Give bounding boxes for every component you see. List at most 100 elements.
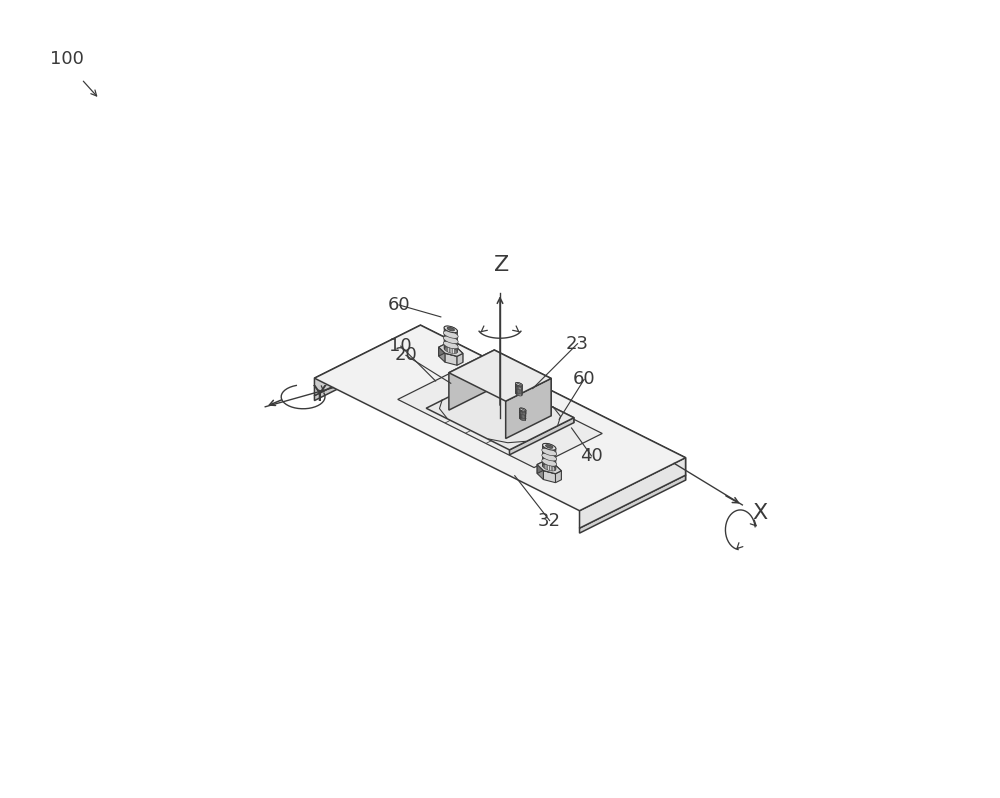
Polygon shape bbox=[523, 409, 524, 413]
Polygon shape bbox=[522, 408, 523, 412]
Polygon shape bbox=[444, 326, 457, 333]
Polygon shape bbox=[517, 387, 518, 393]
Polygon shape bbox=[451, 326, 452, 348]
Polygon shape bbox=[521, 383, 522, 388]
Polygon shape bbox=[516, 387, 522, 390]
Polygon shape bbox=[522, 411, 524, 415]
Text: 40: 40 bbox=[580, 447, 603, 465]
Polygon shape bbox=[522, 412, 523, 418]
Polygon shape bbox=[549, 449, 551, 471]
Polygon shape bbox=[548, 449, 549, 471]
Polygon shape bbox=[491, 376, 574, 423]
Polygon shape bbox=[518, 387, 519, 393]
Polygon shape bbox=[454, 333, 456, 354]
Polygon shape bbox=[523, 413, 524, 419]
Polygon shape bbox=[445, 354, 457, 365]
Polygon shape bbox=[537, 464, 543, 480]
Polygon shape bbox=[452, 327, 454, 349]
Polygon shape bbox=[521, 408, 522, 412]
Polygon shape bbox=[537, 461, 561, 474]
Polygon shape bbox=[520, 413, 526, 416]
Polygon shape bbox=[555, 471, 561, 483]
Polygon shape bbox=[546, 448, 548, 470]
Polygon shape bbox=[447, 326, 449, 347]
Polygon shape bbox=[445, 330, 446, 351]
Text: 32: 32 bbox=[538, 512, 561, 530]
Polygon shape bbox=[446, 330, 448, 352]
Polygon shape bbox=[516, 390, 522, 393]
Polygon shape bbox=[543, 461, 555, 474]
Polygon shape bbox=[443, 336, 458, 344]
Text: Y: Y bbox=[313, 385, 327, 405]
Polygon shape bbox=[449, 350, 551, 401]
Polygon shape bbox=[449, 326, 451, 347]
Polygon shape bbox=[520, 386, 521, 390]
Polygon shape bbox=[519, 413, 526, 417]
Polygon shape bbox=[516, 385, 517, 389]
Polygon shape bbox=[545, 448, 546, 469]
Polygon shape bbox=[546, 444, 553, 448]
Polygon shape bbox=[439, 347, 445, 362]
Polygon shape bbox=[517, 382, 518, 386]
Polygon shape bbox=[553, 450, 554, 471]
Polygon shape bbox=[453, 333, 454, 354]
Polygon shape bbox=[524, 411, 525, 415]
Polygon shape bbox=[451, 332, 453, 354]
Text: 10: 10 bbox=[389, 337, 412, 355]
Polygon shape bbox=[517, 385, 519, 389]
Polygon shape bbox=[420, 342, 686, 480]
Polygon shape bbox=[542, 459, 557, 466]
Polygon shape bbox=[549, 444, 551, 465]
Polygon shape bbox=[515, 391, 522, 394]
Polygon shape bbox=[509, 417, 574, 455]
Polygon shape bbox=[454, 328, 455, 350]
Polygon shape bbox=[517, 389, 519, 396]
Polygon shape bbox=[457, 354, 463, 365]
Polygon shape bbox=[506, 378, 551, 439]
Polygon shape bbox=[543, 447, 545, 468]
Polygon shape bbox=[445, 326, 446, 347]
Polygon shape bbox=[446, 326, 447, 347]
Polygon shape bbox=[449, 350, 494, 410]
Polygon shape bbox=[547, 444, 549, 464]
Polygon shape bbox=[516, 382, 522, 386]
Polygon shape bbox=[519, 389, 520, 396]
Polygon shape bbox=[542, 453, 557, 461]
Polygon shape bbox=[543, 444, 556, 450]
Polygon shape bbox=[519, 383, 521, 387]
Polygon shape bbox=[580, 458, 686, 528]
Polygon shape bbox=[554, 449, 555, 471]
Text: X: X bbox=[753, 503, 768, 523]
Text: 23: 23 bbox=[566, 334, 589, 353]
Polygon shape bbox=[457, 347, 463, 362]
Polygon shape bbox=[455, 329, 457, 350]
Polygon shape bbox=[520, 408, 526, 411]
Polygon shape bbox=[546, 444, 547, 464]
Polygon shape bbox=[544, 444, 546, 464]
Polygon shape bbox=[554, 446, 555, 468]
Polygon shape bbox=[439, 344, 463, 357]
Polygon shape bbox=[448, 331, 449, 353]
Polygon shape bbox=[443, 342, 458, 349]
Polygon shape bbox=[519, 385, 520, 390]
Polygon shape bbox=[314, 325, 686, 511]
Polygon shape bbox=[420, 325, 686, 475]
Polygon shape bbox=[551, 450, 553, 471]
Polygon shape bbox=[555, 464, 561, 480]
Polygon shape bbox=[439, 344, 445, 356]
Polygon shape bbox=[314, 325, 420, 396]
Polygon shape bbox=[520, 415, 526, 418]
Polygon shape bbox=[551, 444, 552, 466]
Text: 60: 60 bbox=[388, 296, 410, 314]
Text: 60: 60 bbox=[573, 370, 595, 389]
Polygon shape bbox=[543, 471, 555, 483]
Polygon shape bbox=[398, 365, 602, 468]
Polygon shape bbox=[426, 376, 574, 450]
Polygon shape bbox=[445, 344, 457, 357]
Polygon shape bbox=[519, 416, 526, 419]
Polygon shape bbox=[520, 417, 526, 421]
Polygon shape bbox=[521, 412, 522, 418]
Polygon shape bbox=[519, 387, 520, 393]
Polygon shape bbox=[552, 445, 554, 467]
Polygon shape bbox=[537, 461, 543, 473]
